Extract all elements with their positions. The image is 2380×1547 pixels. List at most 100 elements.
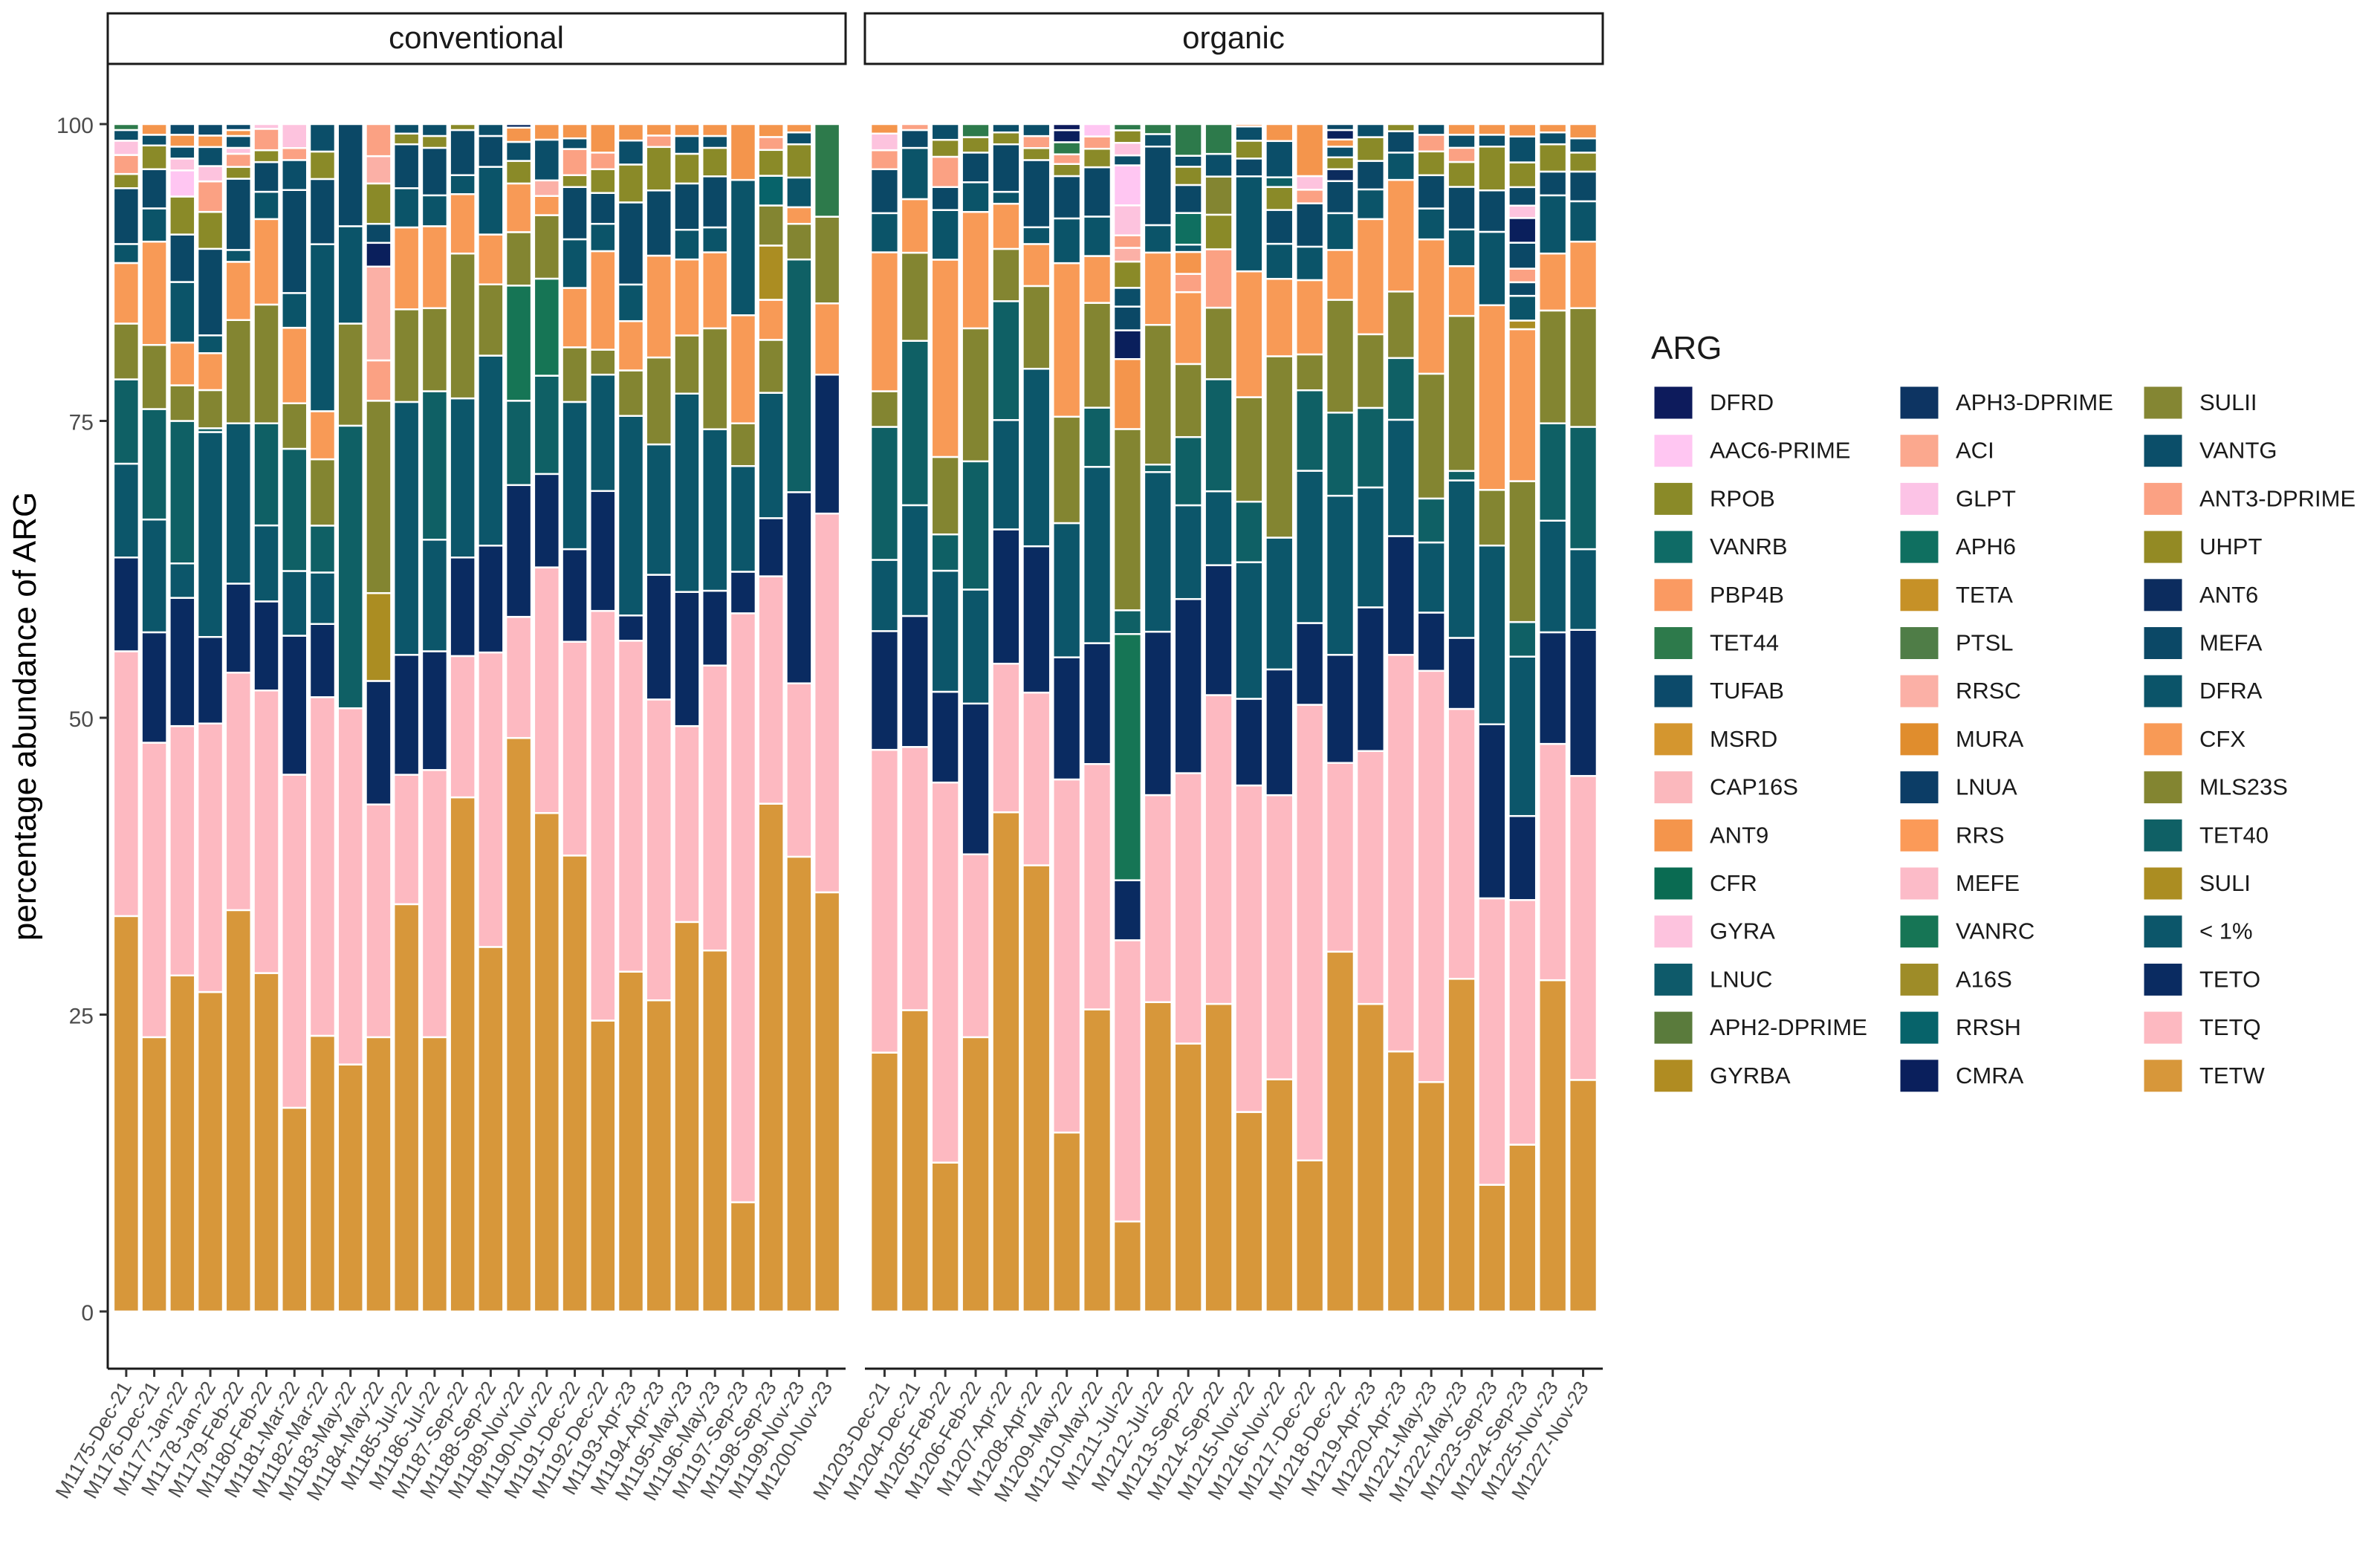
bar-segment-MLS23S <box>617 369 645 417</box>
bar-segment-ANT3-DPRIME <box>589 152 617 170</box>
bar-segment-TETW <box>701 949 729 1313</box>
bar-segment-TETQ <box>169 724 196 977</box>
bar-segment-TETQ <box>140 742 168 1039</box>
bar-segment-TETQ <box>196 722 224 993</box>
bar-segment-RPOB <box>1265 186 1294 211</box>
legend-item: GLPT <box>1899 481 2016 516</box>
bar-segment-DFRA <box>281 292 308 329</box>
bar-segment-MEFA <box>1173 184 1203 214</box>
bar-segment-DFRA <box>1295 245 1325 282</box>
bar-M1190-Nov-22 <box>533 123 561 1313</box>
bar-segment-TETQ <box>1143 794 1173 1003</box>
legend-swatch <box>1899 771 1939 805</box>
bar-M1198-Sep-23 <box>757 123 785 1313</box>
bar-segment-TETO <box>701 589 729 667</box>
bar-segment-ANT9 <box>196 134 224 149</box>
bar-segment-VANTG <box>1265 140 1294 178</box>
legend-item: TETQ <box>2143 1011 2261 1045</box>
bar-segment-DFRA <box>112 243 140 265</box>
bar-segment-CFX <box>1568 240 1598 309</box>
legend-swatch <box>1653 626 1693 660</box>
bar-M1211-Jul-22 <box>1112 123 1143 1313</box>
bar-segment-RPOB <box>1568 152 1598 173</box>
bar-segment-TETW <box>224 909 253 1313</box>
legend-swatch <box>2143 578 2183 612</box>
bar-segment-ANT3-DPRIME <box>1508 267 1537 284</box>
bar-segment-TETW <box>1143 1001 1173 1313</box>
bar-segment-RRSC <box>365 155 392 185</box>
legend-item: APH2-DPRIME <box>1653 1011 1867 1045</box>
bar-segment-TETO <box>869 630 900 751</box>
bar-M1187-Sep-22 <box>449 123 476 1313</box>
bar-segment-MEFA <box>112 187 140 245</box>
bar-segment-TETW <box>1386 1050 1416 1313</box>
bar-segment-< 1% <box>281 570 308 637</box>
bar-M1207-Apr-22 <box>991 123 1021 1313</box>
bar-segment-DFRA <box>1265 242 1294 280</box>
bar-segment-CFX <box>1538 252 1568 312</box>
bar-segment-CFX <box>253 218 280 306</box>
legend-swatch <box>1899 818 1939 852</box>
bar-segment-MEFA <box>1295 202 1325 248</box>
bar-segment-RPOB <box>645 146 672 192</box>
legend-label: APH3-DPRIME <box>1956 389 2113 415</box>
legend-label: PBP4B <box>1710 582 1784 608</box>
bar-segment-TETW <box>421 1036 449 1313</box>
bar-segment-VANTG <box>930 123 960 141</box>
bar-segment-MLS23S <box>729 422 757 467</box>
bar-segment-TET40 <box>308 525 337 574</box>
legend-item: TETO <box>2143 962 2260 996</box>
legend-label: A16S <box>1956 966 2012 992</box>
bar-segment-TETO <box>1568 629 1598 777</box>
legend-swatch <box>1653 866 1693 901</box>
bar-segment-DFRA <box>930 209 960 261</box>
bar-segment-TETO <box>673 591 701 727</box>
bar-segment-TETQ <box>308 696 337 1037</box>
bar-segment-RRSC <box>365 265 392 362</box>
bar-segment-TETO <box>1355 606 1386 753</box>
bar-segment-MEFA <box>196 247 224 337</box>
bar-segment-TET40 <box>337 424 364 710</box>
bar-segment-MEFA <box>1234 158 1264 178</box>
bar-M1223-Sep-23 <box>1477 123 1507 1313</box>
bar-segment-GYRA <box>1508 204 1537 219</box>
bar-segment-CFX <box>1265 278 1294 357</box>
bar-segment-MLS23S <box>421 307 449 392</box>
bar-segment-TET40 <box>505 400 533 487</box>
legend-item: UHPT <box>2143 530 2262 564</box>
bar-segment-TETQ <box>505 615 533 739</box>
bar-segment-RPOB <box>961 136 990 154</box>
bar-segment-TETW <box>645 999 672 1313</box>
legend-swatch <box>1653 530 1693 564</box>
bar-segment-TETQ <box>1477 897 1507 1186</box>
bar-segment-CFX <box>477 233 505 285</box>
bar-segment-MLS23S <box>112 322 140 380</box>
bar-segment-MLS23S <box>757 204 785 247</box>
bar-segment-< 1% <box>1173 504 1203 600</box>
bar-segment-TETQ <box>900 746 930 1011</box>
bar-segment-TETW <box>281 1106 308 1313</box>
legend-swatch <box>2143 674 2183 708</box>
bar-M1196-May-23 <box>701 123 729 1313</box>
bar-segment-TET40 <box>1295 389 1325 472</box>
bar-segment-VANTG <box>701 134 729 149</box>
bar-segment-MEFA <box>900 129 930 149</box>
bar-segment-MEFA <box>1325 180 1355 215</box>
bar-segment-ANT3-DPRIME <box>1447 146 1476 163</box>
bar-segment-TETO <box>729 571 757 614</box>
bar-segment-AAC6-PRIME <box>1112 164 1143 207</box>
bar-segment-VANTG <box>991 123 1021 134</box>
bar-segment-TETO <box>785 491 813 684</box>
bar-segment-VANTG <box>421 123 449 137</box>
bar-segment-TETO <box>1508 814 1537 901</box>
bar-segment-MLS23S <box>589 348 617 376</box>
bar-segment-TETQ <box>1508 899 1537 1146</box>
bar-segment-< 1% <box>1508 655 1537 817</box>
bar-segment-TET40 <box>900 340 930 507</box>
bar-segment-TETQ <box>617 640 645 973</box>
bar-M1181-Mar-22 <box>281 123 308 1313</box>
bar-M1176-Dec-21 <box>140 123 168 1313</box>
bar-segment-DFRA <box>1022 226 1051 245</box>
bar-segment-TET44 <box>112 123 140 132</box>
bar-segment-RPOB <box>617 163 645 204</box>
